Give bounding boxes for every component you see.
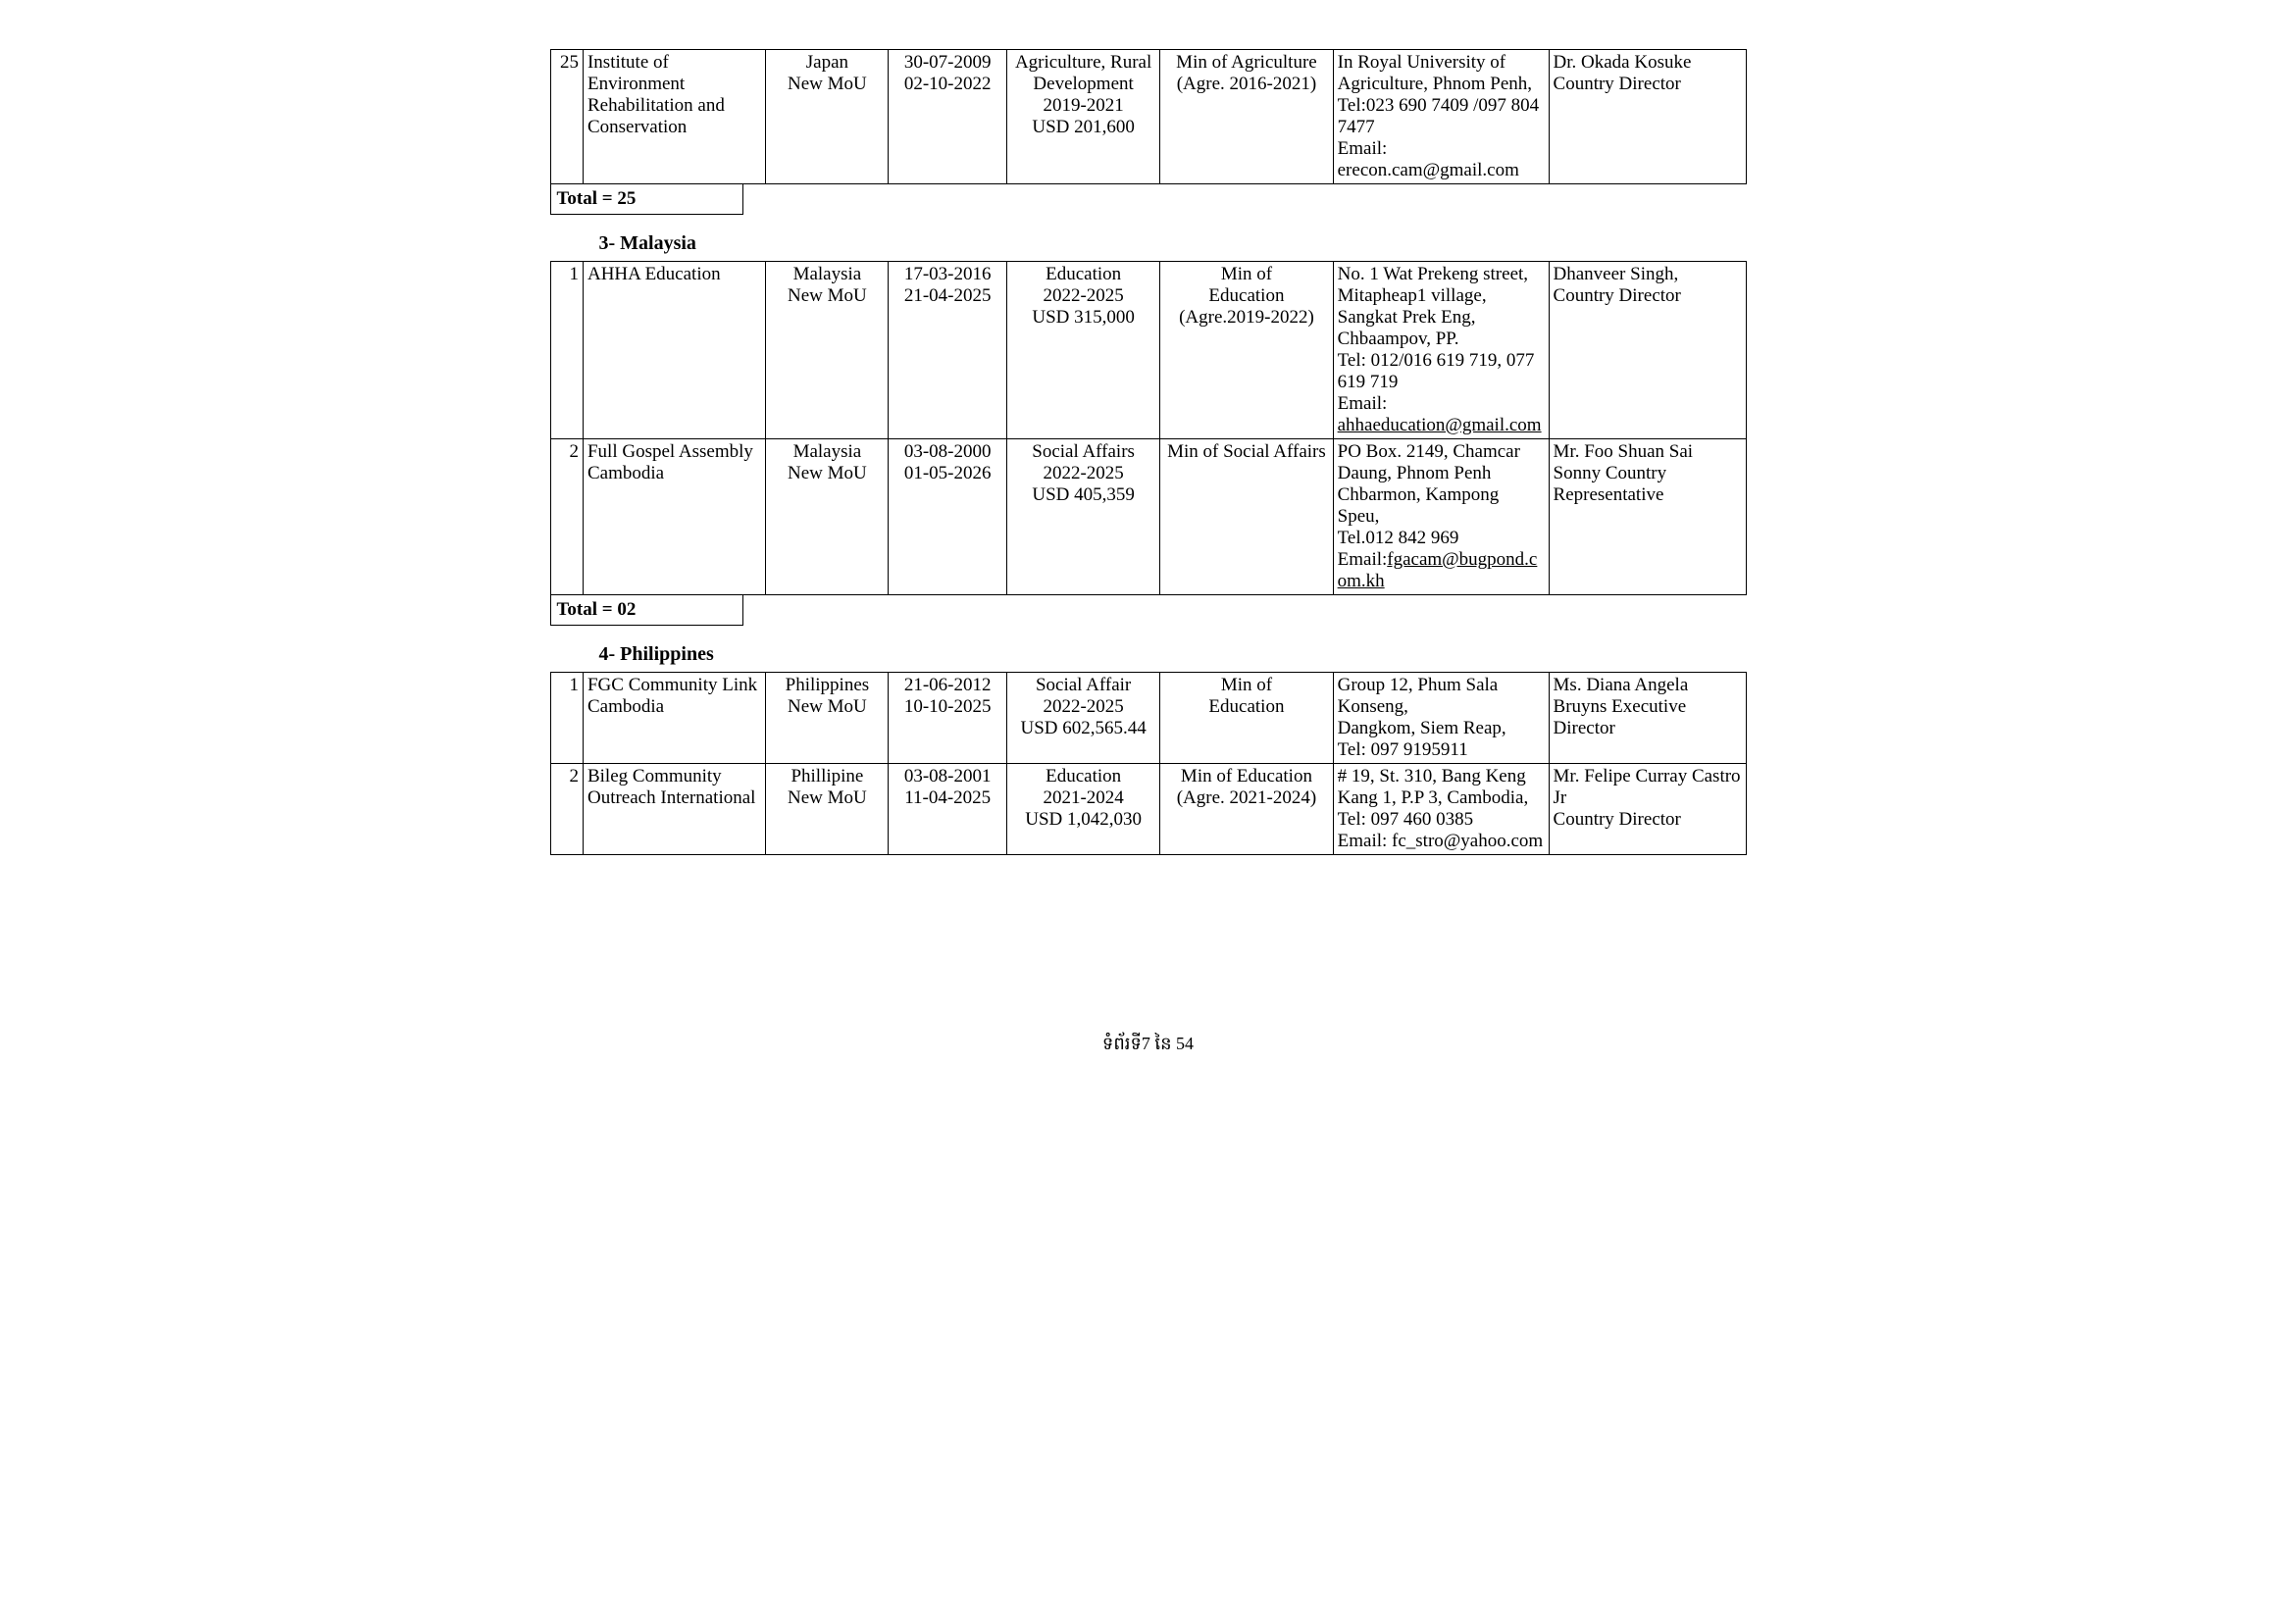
- email-link[interactable]: ahhaeducation@gmail.com: [1338, 415, 1542, 435]
- cell-num: 25: [550, 50, 583, 184]
- address-text: No. 1 Wat Prekeng street, Mitapheap1 vil…: [1338, 264, 1535, 414]
- cell-org: AHHA Education: [583, 262, 765, 439]
- cell-org: Institute of Environment Rehabilitation …: [583, 50, 765, 184]
- cell-dates: 03-08-2000 01-05-2026: [889, 439, 1007, 595]
- cell-ministry: Min of Education: [1160, 673, 1333, 764]
- cell-ministry: Min of Social Affairs: [1160, 439, 1333, 595]
- heading-malaysia: 3- Malaysia: [599, 232, 1747, 255]
- table-philippines: 1 FGC Community Link Cambodia Philippine…: [550, 672, 1747, 855]
- table-malaysia: 1 AHHA Education Malaysia New MoU 17-03-…: [550, 261, 1747, 595]
- cell-contact: Mr. Foo Shuan Sai Sonny Country Represen…: [1549, 439, 1746, 595]
- table-row: 2 Bileg Community Outreach International…: [550, 764, 1746, 855]
- cell-num: 2: [550, 439, 583, 595]
- cell-sector: Social Affair 2022-2025 USD 602,565.44: [1006, 673, 1159, 764]
- table-japan-tail: 25 Institute of Environment Rehabilitati…: [550, 49, 1747, 184]
- cell-contact: Mr. Felipe Curray Castro Jr Country Dire…: [1549, 764, 1746, 855]
- cell-org: Bileg Community Outreach International: [583, 764, 765, 855]
- cell-country: Japan New MoU: [766, 50, 889, 184]
- cell-contact: Ms. Diana Angela Bruyns Executive Direct…: [1549, 673, 1746, 764]
- cell-country: Malaysia New MoU: [766, 439, 889, 595]
- cell-num: 1: [550, 262, 583, 439]
- cell-country: Malaysia New MoU: [766, 262, 889, 439]
- table-row: 1 AHHA Education Malaysia New MoU 17-03-…: [550, 262, 1746, 439]
- cell-address: No. 1 Wat Prekeng street, Mitapheap1 vil…: [1333, 262, 1549, 439]
- cell-org: FGC Community Link Cambodia: [583, 673, 765, 764]
- page-footer: ទំព័រទី7 នៃ 54: [550, 1032, 1747, 1058]
- cell-dates: 30-07-2009 02-10-2022: [889, 50, 1007, 184]
- cell-dates: 21-06-2012 10-10-2025: [889, 673, 1007, 764]
- cell-sector: Education 2022-2025 USD 315,000: [1006, 262, 1159, 439]
- cell-sector: Agriculture, Rural Development 2019-2021…: [1006, 50, 1159, 184]
- cell-address: PO Box. 2149, Chamcar Daung, Phnom Penh …: [1333, 439, 1549, 595]
- cell-country: Phillipine New MoU: [766, 764, 889, 855]
- cell-ministry: Min of Education (Agre. 2021-2024): [1160, 764, 1333, 855]
- cell-address: In Royal University of Agriculture, Phno…: [1333, 50, 1549, 184]
- heading-philippines: 4- Philippines: [599, 643, 1747, 666]
- cell-contact: Dr. Okada Kosuke Country Director: [1549, 50, 1746, 184]
- cell-org: Full Gospel Assembly Cambodia: [583, 439, 765, 595]
- cell-address: Group 12, Phum Sala Konseng, Dangkom, Si…: [1333, 673, 1549, 764]
- cell-sector: Social Affairs 2022-2025 USD 405,359: [1006, 439, 1159, 595]
- cell-ministry: Min of Education (Agre.2019-2022): [1160, 262, 1333, 439]
- cell-num: 1: [550, 673, 583, 764]
- cell-address: # 19, St. 310, Bang Keng Kang 1, P.P 3, …: [1333, 764, 1549, 855]
- cell-sector: Education 2021-2024 USD 1,042,030: [1006, 764, 1159, 855]
- cell-num: 2: [550, 764, 583, 855]
- total-malaysia: Total = 02: [550, 595, 743, 626]
- table-row: 25 Institute of Environment Rehabilitati…: [550, 50, 1746, 184]
- table-row: 1 FGC Community Link Cambodia Philippine…: [550, 673, 1746, 764]
- cell-dates: 17-03-2016 21-04-2025: [889, 262, 1007, 439]
- total-japan: Total = 25: [550, 184, 743, 215]
- cell-dates: 03-08-2001 11-04-2025: [889, 764, 1007, 855]
- cell-ministry: Min of Agriculture (Agre. 2016-2021): [1160, 50, 1333, 184]
- cell-contact: Dhanveer Singh, Country Director: [1549, 262, 1746, 439]
- table-row: 2 Full Gospel Assembly Cambodia Malaysia…: [550, 439, 1746, 595]
- cell-country: Philippines New MoU: [766, 673, 889, 764]
